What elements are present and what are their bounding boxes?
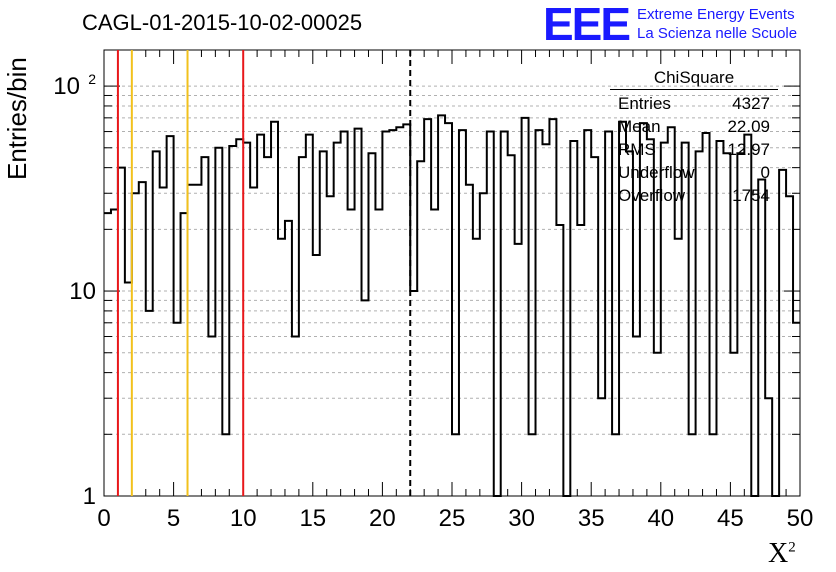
eee-logo: EEE [543, 0, 631, 50]
stats-row-mean: Mean 22.09 [618, 117, 770, 136]
logo-line-1: Extreme Energy Events [637, 6, 795, 23]
histogram-series [104, 114, 800, 497]
x-tick-label: 45 [717, 505, 744, 532]
x-tick-label: 5 [167, 505, 180, 532]
stats-box: ChiSquare Entries 4327 Mean 22.09 RMS 12.97… [610, 68, 778, 207]
x-tick-label: 40 [647, 505, 674, 532]
y-tick-label: 10 [69, 278, 96, 305]
x-tick-label: 50 [787, 505, 814, 532]
y-axis-label: Entries/bin [2, 57, 32, 180]
x-axis-label: X2 [768, 538, 796, 569]
y-tick-label: 10 [53, 73, 80, 100]
x-tick-label: 20 [369, 505, 396, 532]
x-tick-label: 35 [578, 505, 605, 532]
x-tick-label: 0 [97, 505, 110, 532]
stats-title: ChiSquare [610, 68, 778, 90]
chart-title: CAGL-01-2015-10-02-00025 [82, 10, 363, 35]
stats-row-overflow: Overflow 1754 [618, 186, 770, 205]
y-tick-label: 1 [83, 483, 96, 510]
x-tick-label: 15 [299, 505, 326, 532]
y-tick-label-exponent: 2 [88, 71, 96, 87]
x-tick-label: 30 [508, 505, 535, 532]
stats-row-rms: RMS 12.97 [618, 140, 770, 159]
x-tick-label: 25 [439, 505, 466, 532]
stats-row-underflow: Underflow 0 [618, 163, 770, 182]
logo-line-2: La Scienza nelle Scuole [637, 25, 798, 42]
stats-row-entries: Entries 4327 [618, 94, 770, 113]
x-tick-label: 10 [230, 505, 257, 532]
